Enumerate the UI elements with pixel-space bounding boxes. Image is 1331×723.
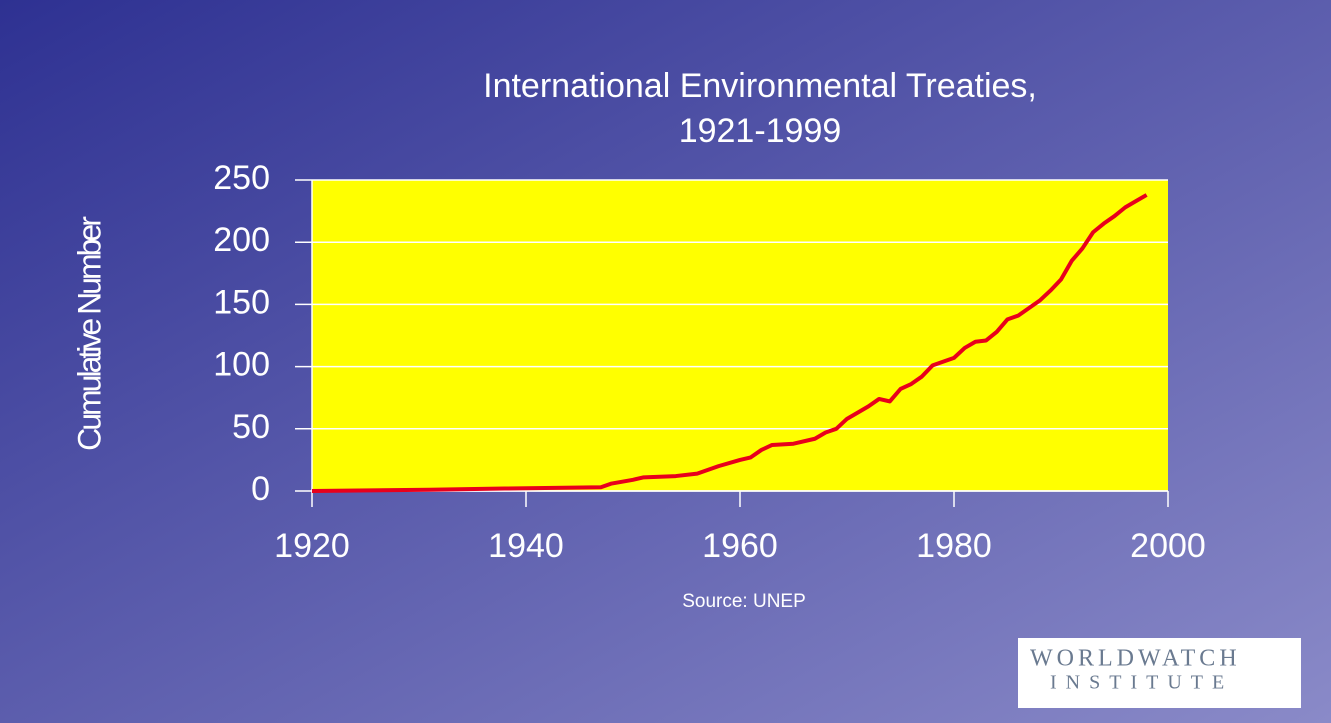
plot-area <box>312 180 1168 491</box>
y-tick-label: 0 <box>251 470 270 508</box>
x-tick-label: 1940 <box>488 527 564 565</box>
chart-subtitle: 1921-1999 <box>679 112 842 150</box>
x-tick-label: 1980 <box>916 527 992 565</box>
logo: WORLDWATCH INSTITUTE <box>1018 638 1301 708</box>
y-axis-label: Cumulative Number <box>71 216 107 451</box>
logo-line: INSTITUTE <box>1050 672 1233 694</box>
y-tick-label: 250 <box>213 159 270 197</box>
x-tick-label: 2000 <box>1130 527 1206 565</box>
logo-box <box>1018 638 1301 708</box>
y-tick-label: 50 <box>232 408 270 446</box>
y-tick-label: 100 <box>213 346 270 384</box>
x-tick-label: 1960 <box>702 527 778 565</box>
chart-title: International Environmental Treaties, <box>483 67 1037 105</box>
logo-line: WORLDWATCH <box>1030 646 1241 672</box>
plot: 0 50 100 150 200 250 1920 1940 1960 1980 2000 <box>213 159 1206 565</box>
y-tick-label: 200 <box>213 221 270 259</box>
y-tick-label: 150 <box>213 283 270 321</box>
source: Source: UNEP <box>682 591 806 612</box>
x-tick-label: 1920 <box>274 527 350 565</box>
line <box>311 193 1148 493</box>
